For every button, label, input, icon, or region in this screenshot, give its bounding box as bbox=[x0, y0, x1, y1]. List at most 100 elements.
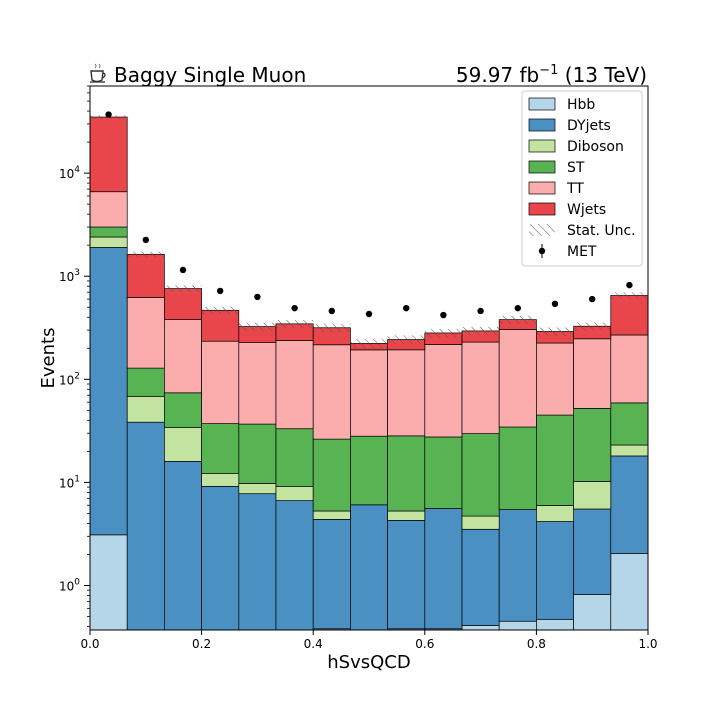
chart-title-right: 59.97 fb−1 (13 TeV) bbox=[456, 63, 647, 87]
chart-title-left: Baggy Single Muon bbox=[114, 63, 306, 87]
bar-hbb-14 bbox=[610, 552, 648, 630]
bar-diboson-3 bbox=[201, 473, 240, 487]
title-icon bbox=[90, 63, 106, 83]
bar-tt-0 bbox=[90, 191, 128, 228]
bar-tt-7 bbox=[350, 349, 388, 437]
bar-tt-5 bbox=[275, 340, 314, 430]
data-point-7 bbox=[365, 310, 373, 318]
bar-dyjets-11 bbox=[498, 509, 537, 622]
bar-tt-11 bbox=[498, 329, 537, 428]
bar-st-5 bbox=[275, 428, 314, 487]
bar-diboson-14 bbox=[610, 444, 648, 457]
bar-diboson-13 bbox=[573, 481, 612, 510]
legend: Hbb DYjets Diboson ST TT Wjets Stat. Unc. MET bbox=[521, 90, 643, 267]
stat-unc-12 bbox=[536, 327, 574, 336]
bar-diboson-2 bbox=[164, 427, 202, 462]
x-tick-label-1: 0.2 bbox=[192, 637, 211, 651]
x-tick-label-5: 1.0 bbox=[638, 637, 657, 651]
x-axis-label: hSvsQCD bbox=[327, 652, 410, 673]
bar-tt-6 bbox=[312, 344, 351, 440]
bar-st-4 bbox=[238, 423, 277, 484]
stat-unc-13 bbox=[573, 322, 611, 331]
bar-wjets-2 bbox=[164, 288, 202, 321]
bar-st-13 bbox=[573, 408, 612, 482]
bar-tt-2 bbox=[164, 319, 202, 394]
y-axis-label: Events bbox=[38, 328, 59, 389]
y-tick-label-1: 101 bbox=[59, 474, 80, 490]
legend-label-wjets: Wjets bbox=[567, 202, 606, 218]
stat-unc-6 bbox=[313, 323, 351, 333]
data-point-6 bbox=[328, 307, 335, 315]
data-point-3 bbox=[216, 287, 224, 295]
data-point-12 bbox=[551, 300, 559, 308]
stat-unc-11 bbox=[499, 315, 537, 324]
legend-label-st: ST bbox=[567, 160, 585, 176]
bar-st-3 bbox=[201, 423, 240, 474]
bar-diboson-1 bbox=[126, 395, 165, 423]
legend-marker-met bbox=[538, 247, 546, 255]
data-point-5 bbox=[291, 304, 298, 312]
bar-hbb-2 bbox=[164, 629, 202, 630]
x-tick-label-0: 0.0 bbox=[80, 637, 99, 651]
bar-hbb-12 bbox=[536, 618, 574, 630]
bar-tt-1 bbox=[126, 297, 165, 369]
bar-diboson-5 bbox=[275, 485, 314, 501]
legend-swatch-st bbox=[528, 160, 556, 174]
bar-wjets-3 bbox=[201, 309, 240, 342]
bar-dyjets-13 bbox=[573, 508, 612, 595]
data-point-4 bbox=[254, 293, 261, 301]
legend-label-hbb: Hbb bbox=[567, 97, 595, 113]
bar-dyjets-10 bbox=[461, 528, 500, 626]
stat-unc-7 bbox=[350, 339, 388, 349]
data-point-2 bbox=[179, 266, 187, 274]
y-tick-label-3: 103 bbox=[59, 268, 80, 284]
stat-unc-14 bbox=[610, 292, 648, 299]
bar-diboson-8 bbox=[387, 510, 426, 521]
stat-unc-8 bbox=[387, 335, 425, 345]
bar-st-0 bbox=[90, 226, 128, 238]
bar-dyjets-14 bbox=[610, 455, 648, 554]
bar-st-2 bbox=[164, 392, 202, 428]
bar-dyjets-2 bbox=[164, 461, 202, 630]
x-tick-label-3: 0.6 bbox=[415, 637, 434, 651]
bar-hbb-3 bbox=[201, 629, 240, 630]
bar-st-1 bbox=[126, 367, 165, 397]
plot-frame bbox=[89, 85, 649, 631]
bar-dyjets-4 bbox=[238, 493, 277, 630]
bar-st-14 bbox=[610, 402, 648, 446]
legend-label-stat-unc: Stat. Unc. bbox=[567, 223, 636, 239]
bar-dyjets-0 bbox=[90, 247, 128, 536]
bar-dyjets-7 bbox=[350, 504, 388, 630]
stacked-bars bbox=[90, 116, 648, 630]
data-points bbox=[105, 111, 633, 319]
legend-label-diboson: Diboson bbox=[567, 139, 624, 155]
legend-swatch-stat-unc bbox=[529, 224, 555, 236]
bar-st-7 bbox=[350, 435, 388, 506]
bar-st-11 bbox=[498, 426, 537, 510]
y-axis-ticks: 100 101 102 103 104 bbox=[59, 85, 90, 627]
data-point-10 bbox=[477, 307, 484, 315]
bar-dyjets-5 bbox=[275, 500, 314, 630]
data-point-0 bbox=[105, 111, 112, 118]
legend-label-met: MET bbox=[567, 244, 597, 260]
bar-st-12 bbox=[536, 414, 574, 506]
bar-tt-14 bbox=[610, 334, 648, 404]
bar-wjets-14 bbox=[610, 295, 648, 336]
bar-tt-9 bbox=[424, 344, 463, 438]
y-tick-label-2: 102 bbox=[59, 371, 80, 387]
bar-diboson-0 bbox=[90, 236, 128, 248]
energy-label: (13 TeV) bbox=[558, 63, 647, 87]
stat-unc-2 bbox=[164, 285, 202, 292]
y-tick-label-4: 104 bbox=[59, 165, 80, 181]
bar-hbb-4 bbox=[238, 629, 277, 630]
lumi-exponent: −1 bbox=[539, 63, 558, 78]
bar-dyjets-3 bbox=[201, 485, 240, 630]
x-tick-label-4: 0.8 bbox=[527, 637, 546, 651]
bar-dyjets-9 bbox=[424, 508, 463, 630]
y-tick-label-0: 100 bbox=[59, 577, 80, 593]
data-point-1 bbox=[142, 236, 149, 244]
bar-hbb-5 bbox=[275, 629, 314, 630]
bar-dyjets-6 bbox=[312, 519, 351, 630]
bar-st-9 bbox=[424, 436, 463, 509]
